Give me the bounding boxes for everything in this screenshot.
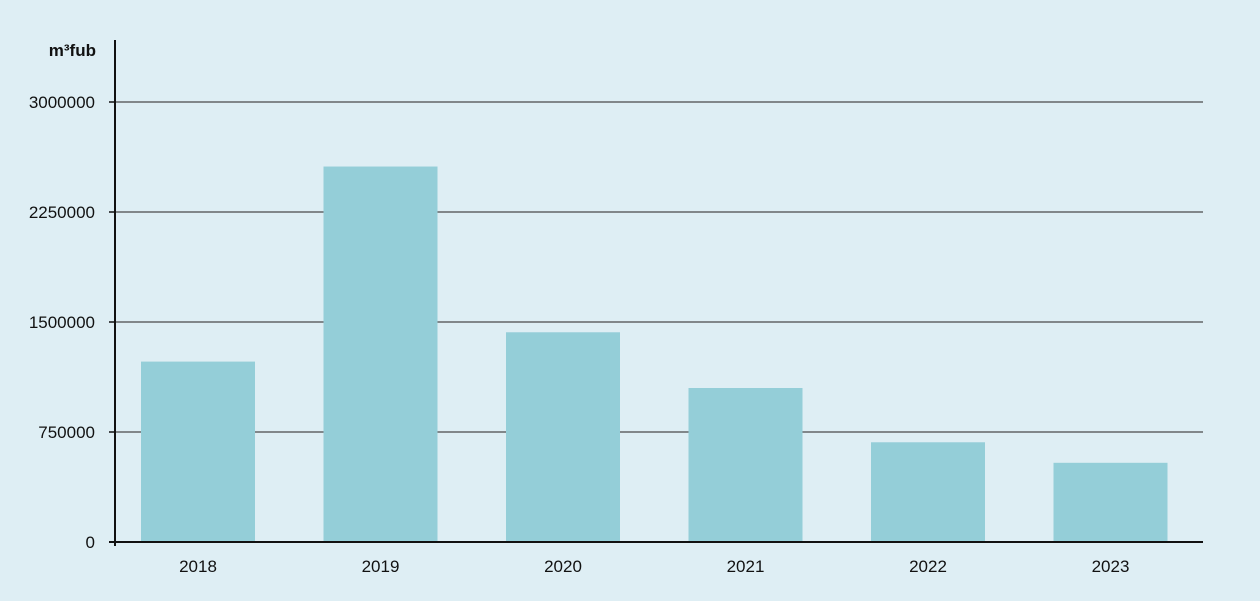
y-tick-label: 0 [86, 533, 95, 552]
x-tick-label: 2022 [909, 557, 947, 576]
bar-2019 [323, 166, 438, 543]
bar-2023 [1053, 462, 1168, 542]
grid-lines [115, 101, 1203, 433]
bar-2020 [506, 332, 620, 542]
bars [141, 166, 1168, 543]
y-axis-unit-label: m³fub [49, 41, 96, 60]
y-tick-label: 3000000 [29, 93, 95, 112]
axes [109, 40, 1203, 546]
bar-2022 [871, 442, 985, 542]
x-tick-label: 2019 [362, 557, 400, 576]
y-tick-label: 1500000 [29, 313, 95, 332]
x-tick-labels: 2018 2019 2020 2021 2022 2023 [179, 557, 1129, 576]
y-tick-label: 750000 [38, 423, 95, 442]
x-tick-label: 2018 [179, 557, 217, 576]
bar-2021 [688, 388, 803, 542]
y-tick-labels: 0 750000 1500000 2250000 3000000 [29, 93, 95, 552]
y-tick-label: 2250000 [29, 203, 95, 222]
x-tick-label: 2020 [544, 557, 582, 576]
x-tick-label: 2023 [1092, 557, 1130, 576]
bar-2018 [141, 361, 255, 542]
x-tick-label: 2021 [727, 557, 765, 576]
